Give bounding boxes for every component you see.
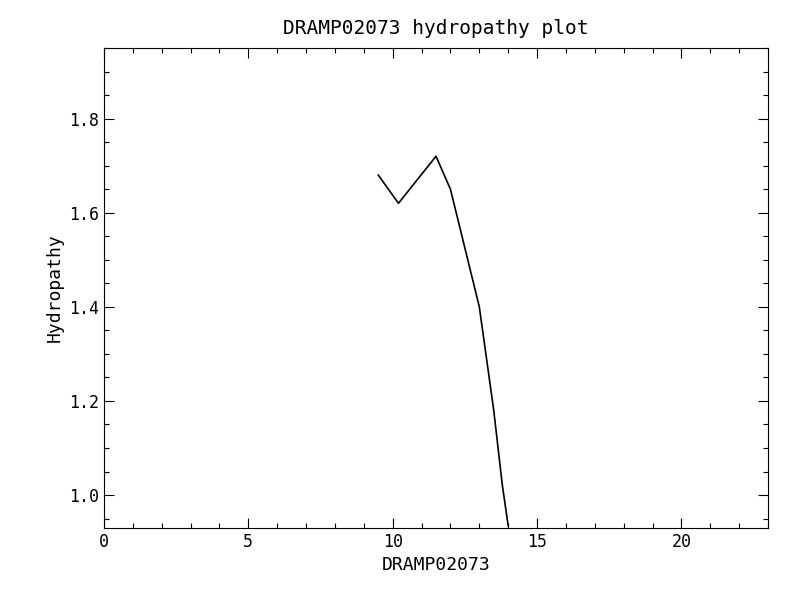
X-axis label: DRAMP02073: DRAMP02073: [382, 556, 490, 574]
Title: DRAMP02073 hydropathy plot: DRAMP02073 hydropathy plot: [283, 19, 589, 38]
Y-axis label: Hydropathy: Hydropathy: [46, 233, 63, 343]
